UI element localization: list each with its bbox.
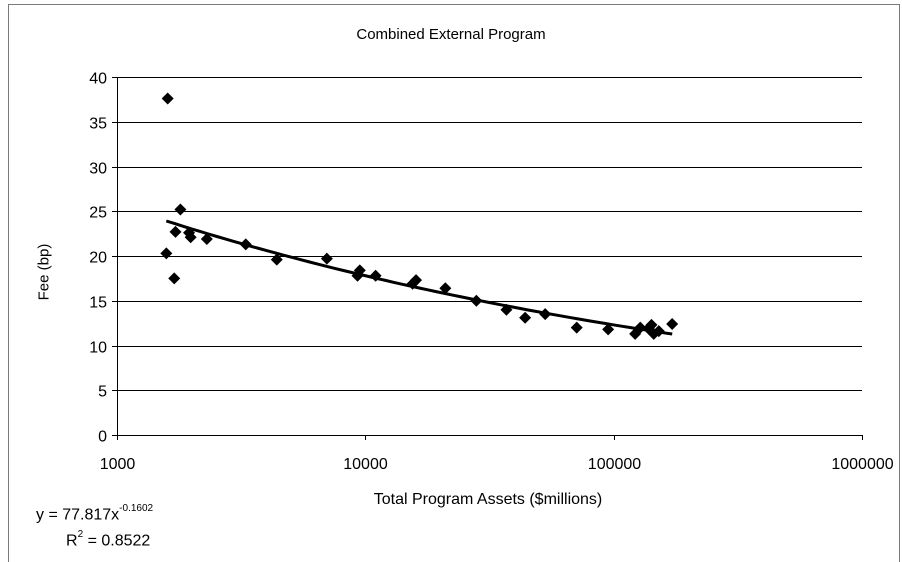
data-point-10 bbox=[321, 253, 333, 265]
x-tick-label-1: 10000 bbox=[343, 456, 388, 473]
trendline-equation-base: y = 77.817x bbox=[36, 506, 119, 523]
data-point-21 bbox=[571, 322, 583, 334]
x-tick-label-3: 1000000 bbox=[831, 456, 893, 473]
y-tick-label-7: 35 bbox=[89, 116, 107, 133]
y-tick-label-4: 20 bbox=[89, 250, 107, 267]
data-point-1 bbox=[160, 247, 172, 259]
x-axis-label: Total Program Assets ($millions) bbox=[112, 491, 864, 509]
x-tick-label-0: 1000 bbox=[100, 456, 136, 473]
data-point-17 bbox=[470, 295, 482, 307]
data-point-2 bbox=[168, 272, 180, 284]
r-squared: R2 = 0.8522 bbox=[66, 531, 150, 550]
y-tick-label-5: 25 bbox=[89, 205, 107, 222]
r-squared-value: = 0.8522 bbox=[83, 532, 150, 549]
y-tick-label-6: 30 bbox=[89, 161, 107, 178]
data-point-4 bbox=[174, 203, 186, 215]
y-tick-label-1: 5 bbox=[98, 384, 107, 401]
x-tick-label-2: 100000 bbox=[588, 456, 641, 473]
y-tick-label-0: 0 bbox=[98, 429, 107, 446]
r-squared-base: R bbox=[66, 532, 78, 549]
data-point-29 bbox=[666, 318, 678, 330]
r-squared-exponent: 2 bbox=[78, 529, 84, 540]
trendline-equation-exponent: -0.1602 bbox=[119, 503, 153, 514]
y-tick-label-2: 10 bbox=[89, 340, 107, 357]
chart-title: Combined External Program bbox=[0, 26, 902, 43]
data-point-20 bbox=[539, 308, 551, 320]
plot-area: 0 5 10 15 20 25 30 35 40 1000 10000 100000 1000000 bbox=[89, 71, 894, 474]
data-point-3 bbox=[169, 226, 181, 238]
data-point-8 bbox=[240, 238, 252, 250]
y-tick-label-3: 15 bbox=[89, 295, 107, 312]
y-tick-label-8: 40 bbox=[89, 71, 107, 88]
data-point-19 bbox=[519, 312, 531, 324]
data-point-0 bbox=[162, 92, 174, 104]
y-axis-label: Fee (bp) bbox=[36, 244, 53, 301]
trendline-equation: y = 77.817x-0.1602 bbox=[36, 505, 153, 524]
